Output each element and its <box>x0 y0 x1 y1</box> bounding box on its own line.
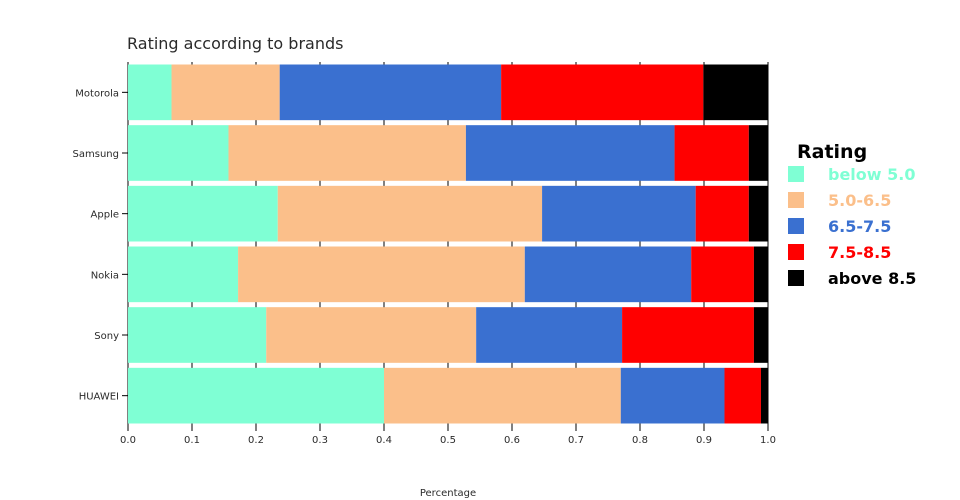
legend-label: below 5.0 <box>828 165 915 184</box>
bar-sony-series-1 <box>266 307 477 363</box>
bar-samsung-series-1 <box>228 125 466 181</box>
bar-apple-series-0 <box>128 185 278 242</box>
bar-motorola-series-2 <box>279 64 502 121</box>
bar-huawei-series-1 <box>384 367 621 424</box>
legend-label: 7.5-8.5 <box>828 243 891 262</box>
bars <box>128 64 768 424</box>
bar-samsung-series-4 <box>748 125 768 181</box>
legend-title: Rating <box>797 141 867 163</box>
bar-motorola-series-3 <box>501 64 704 121</box>
x-axis: 0.0 0.1 0.2 0.3 0.4 0.5 0.6 0.7 0.8 0.9 1.0 <box>120 426 776 446</box>
legend-swatch <box>788 270 804 286</box>
bar-sony-series-3 <box>622 307 754 363</box>
x-tick-label: 0.1 <box>184 435 200 446</box>
x-tick-label: 0.3 <box>312 435 328 446</box>
y-tick-label: Nokia <box>91 270 119 281</box>
x-tick-label: 0.8 <box>632 435 648 446</box>
bar-samsung-series-0 <box>128 125 229 181</box>
x-tick-label: 1.0 <box>760 435 776 446</box>
x-tick-label: 0.0 <box>120 435 136 446</box>
bar-sony-series-4 <box>753 307 768 363</box>
bar-apple-series-3 <box>695 185 749 242</box>
bar-huawei-series-4 <box>760 367 768 424</box>
legend: Rating below 5.0 5.0-6.5 6.5-7.5 7.5-8.5 abo… <box>788 141 916 288</box>
bar-nokia-series-0 <box>128 246 239 303</box>
x-axis-label: Percentage <box>420 488 476 499</box>
bar-samsung-series-2 <box>465 125 675 181</box>
bar-motorola-series-4 <box>703 64 768 121</box>
legend-swatch <box>788 218 804 234</box>
legend-swatch <box>788 166 804 182</box>
legend-label: 5.0-6.5 <box>828 191 891 210</box>
x-tick-label: 0.4 <box>376 435 392 446</box>
bar-motorola-series-1 <box>171 64 280 121</box>
bar-motorola-series-0 <box>128 64 172 121</box>
bar-huawei-series-2 <box>620 367 725 424</box>
bar-nokia-series-1 <box>238 246 525 303</box>
legend-label: 6.5-7.5 <box>828 217 891 236</box>
bar-samsung-series-3 <box>674 125 749 181</box>
bar-huawei-series-0 <box>128 367 384 424</box>
legend-swatch <box>788 244 804 260</box>
y-tick-label: Samsung <box>73 149 119 160</box>
bar-nokia-series-4 <box>753 246 768 303</box>
bar-huawei-series-3 <box>724 367 761 424</box>
bar-apple-series-2 <box>542 185 696 242</box>
bar-nokia-series-2 <box>524 246 692 303</box>
legend-swatch <box>788 192 804 208</box>
y-tick-label: HUAWEI <box>79 392 119 403</box>
y-tick-label: Motorola <box>75 88 119 99</box>
legend-label: above 8.5 <box>828 269 916 288</box>
y-tick-label: Apple <box>91 210 119 221</box>
x-tick-label: 0.9 <box>696 435 712 446</box>
bar-apple-series-1 <box>277 185 543 242</box>
x-tick-label: 0.5 <box>440 435 456 446</box>
x-tick-label: 0.7 <box>568 435 584 446</box>
x-tick-label: 0.2 <box>248 435 264 446</box>
bar-sony-series-0 <box>128 307 267 363</box>
y-tick-label: Sony <box>94 331 119 342</box>
bar-sony-series-2 <box>476 307 623 363</box>
bar-apple-series-4 <box>748 185 768 242</box>
gridlines <box>127 62 769 426</box>
y-axis: Motorola Samsung Apple Nokia Sony HUAWEI <box>73 88 128 403</box>
chart-title: Rating according to brands <box>127 34 343 53</box>
x-tick-label: 0.6 <box>504 435 520 446</box>
bar-nokia-series-3 <box>691 246 754 303</box>
